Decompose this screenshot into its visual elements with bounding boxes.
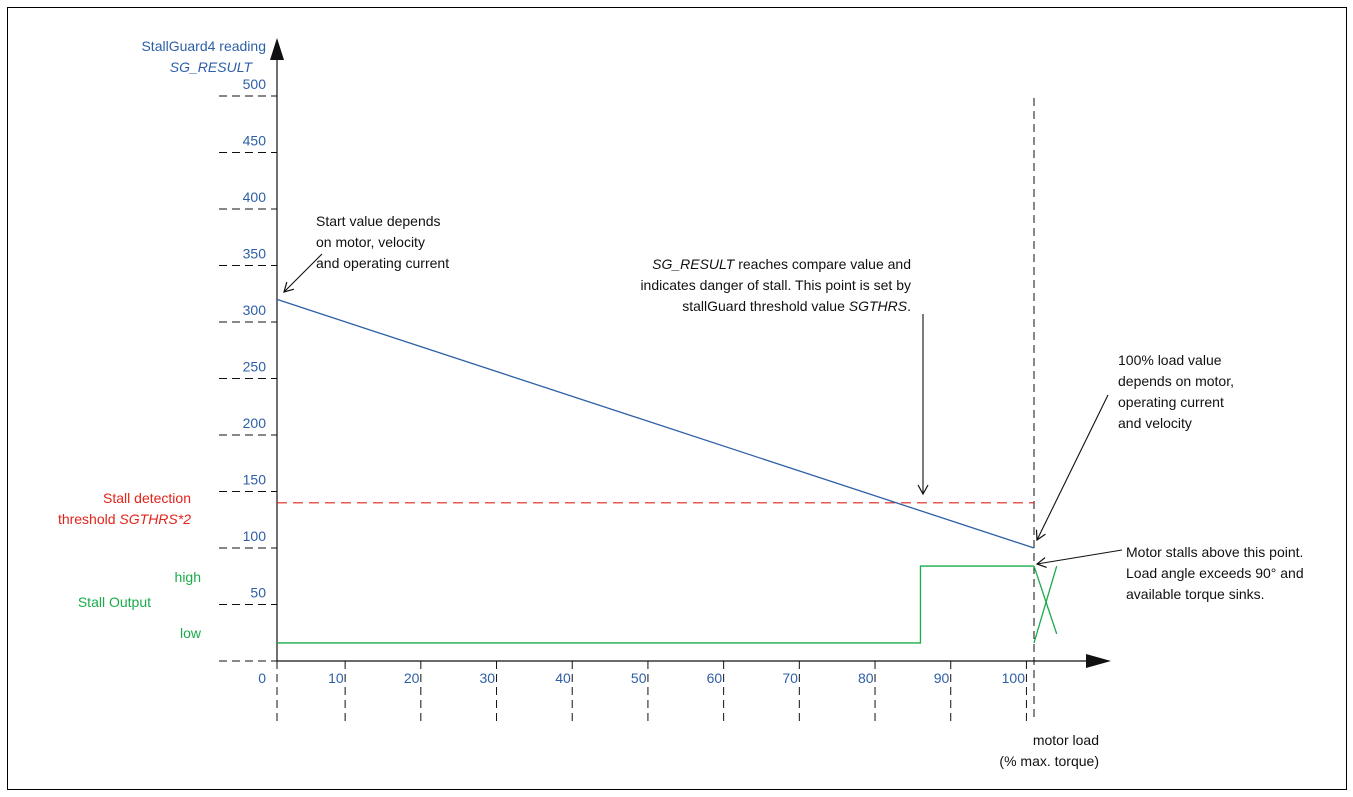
axes-layer: 50 100 150 200 250 300 350 400 450 500 0 10 20 30 40 50… [243, 38, 1111, 686]
compare-note-line3: stallGuard threshold value SGTHRS. [682, 298, 911, 314]
stall-low-label: low [180, 625, 202, 641]
x-tick-label: 0 [258, 670, 266, 686]
full-load-arrow [1035, 394, 1109, 542]
x-tick-label: 20 [404, 670, 420, 686]
grid-layer [219, 95, 1035, 722]
y-tick-label: 500 [243, 76, 267, 92]
y-tick-label: 50 [250, 585, 266, 601]
threshold-label-line2: threshold SGTHRS*2 [58, 511, 191, 527]
series-line-sg_result [276, 298, 1035, 549]
stall-note-arrow [1035, 549, 1123, 569]
full-load-note: operating current [1118, 394, 1224, 410]
full-load-note: 100% load value [1118, 352, 1222, 368]
y-tick-label: 400 [243, 189, 267, 205]
full-load-note: and velocity [1118, 415, 1192, 431]
y-tick-label: 100 [243, 528, 267, 544]
series-layer [276, 298, 1058, 644]
x-tick-label: 10 [328, 670, 344, 686]
x-tick-label: 100 [1002, 670, 1026, 686]
x-tick-label: 60 [707, 670, 723, 686]
y-tick-label: 350 [243, 246, 267, 262]
x-tick-label: 70 [782, 670, 798, 686]
start-value-note: Start value depends [316, 213, 441, 229]
compare-note-line2: indicates danger of stall. This point is… [640, 277, 911, 293]
stall-cross-line [1033, 565, 1058, 635]
x-axis-arrow [1086, 654, 1111, 668]
compare-note-line1: SG_RESULT reaches compare value and [652, 256, 911, 272]
series-line-stall_output [277, 565, 1034, 644]
start-value-arrow [283, 253, 323, 293]
y-tick-label: 150 [243, 472, 267, 488]
y-axis-subtitle: SG_RESULT [170, 59, 254, 75]
x-tick-label: 90 [934, 670, 950, 686]
y-axis-title: StallGuard4 reading [141, 38, 266, 54]
x-axis-subtitle: (% max. torque) [999, 753, 1099, 769]
y-tick-label: 300 [243, 302, 267, 318]
stall-high-label: high [175, 569, 201, 585]
stall-note: Load angle exceeds 90° and [1126, 565, 1304, 581]
stall-output-label: Stall Output [78, 594, 151, 610]
stall-note: available torque sinks. [1126, 586, 1265, 602]
x-tick-label: 50 [631, 670, 647, 686]
start-value-note: and operating current [316, 255, 449, 271]
y-tick-label: 250 [243, 359, 267, 375]
stall-cross-line [1033, 565, 1058, 644]
x-tick-label: 80 [858, 670, 874, 686]
x-tick-label: 40 [555, 670, 571, 686]
full-load-note: depends on motor, [1118, 373, 1234, 389]
figure-frame [7, 7, 1347, 790]
y-tick-label: 200 [243, 415, 267, 431]
threshold-label-line1: Stall detection [103, 490, 191, 506]
stall-note: Motor stalls above this point. [1126, 544, 1303, 560]
y-axis-arrow [270, 38, 284, 60]
y-tick-label: 450 [243, 133, 267, 149]
x-axis-title: motor load [1033, 732, 1099, 748]
x-tick-label: 30 [480, 670, 496, 686]
start-value-note: on motor, velocity [316, 234, 425, 250]
